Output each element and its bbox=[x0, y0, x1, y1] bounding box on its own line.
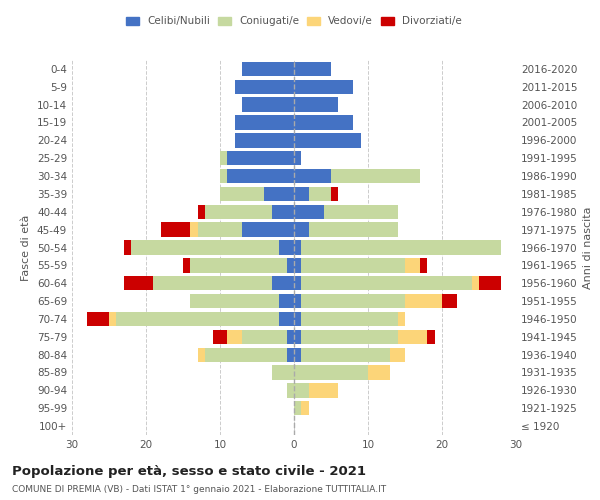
Bar bbox=[294, 151, 301, 166]
Bar bbox=[472, 276, 479, 290]
Bar bbox=[198, 204, 205, 219]
Bar bbox=[220, 151, 227, 166]
Legend: Celibi/Nubili, Coniugati/e, Vedovi/e, Divorziati/e: Celibi/Nubili, Coniugati/e, Vedovi/e, Di… bbox=[126, 16, 462, 26]
Bar bbox=[131, 240, 279, 254]
Bar bbox=[212, 330, 227, 344]
Bar bbox=[220, 169, 227, 183]
Bar bbox=[87, 312, 109, 326]
Bar bbox=[227, 169, 294, 183]
Bar bbox=[301, 330, 398, 344]
Bar bbox=[301, 294, 405, 308]
Bar bbox=[301, 276, 472, 290]
Bar bbox=[442, 294, 457, 308]
Bar bbox=[294, 312, 301, 326]
Bar bbox=[220, 187, 265, 201]
Bar bbox=[205, 348, 287, 362]
Bar bbox=[331, 187, 338, 201]
Bar bbox=[405, 258, 420, 272]
Bar bbox=[124, 240, 131, 254]
Bar bbox=[368, 366, 390, 380]
Bar bbox=[294, 258, 301, 272]
Bar bbox=[161, 222, 190, 237]
Bar bbox=[287, 258, 294, 272]
Bar bbox=[301, 401, 309, 415]
Bar bbox=[479, 276, 501, 290]
Bar bbox=[279, 312, 294, 326]
Bar bbox=[301, 240, 501, 254]
Bar bbox=[294, 62, 331, 76]
Bar bbox=[331, 169, 420, 183]
Bar bbox=[109, 312, 116, 326]
Bar bbox=[287, 383, 294, 398]
Y-axis label: Anni di nascita: Anni di nascita bbox=[583, 206, 593, 289]
Bar bbox=[190, 294, 279, 308]
Bar bbox=[190, 222, 198, 237]
Bar bbox=[287, 330, 294, 344]
Bar bbox=[294, 204, 323, 219]
Bar bbox=[265, 187, 294, 201]
Bar bbox=[427, 330, 434, 344]
Bar bbox=[116, 312, 279, 326]
Bar bbox=[279, 294, 294, 308]
Bar bbox=[323, 204, 398, 219]
Bar bbox=[242, 62, 294, 76]
Bar bbox=[279, 240, 294, 254]
Bar bbox=[242, 330, 287, 344]
Bar bbox=[294, 294, 301, 308]
Bar bbox=[294, 240, 301, 254]
Bar bbox=[294, 80, 353, 94]
Bar bbox=[398, 330, 427, 344]
Bar bbox=[272, 366, 294, 380]
Bar bbox=[301, 258, 405, 272]
Bar bbox=[294, 187, 309, 201]
Bar bbox=[301, 312, 398, 326]
Bar bbox=[398, 312, 405, 326]
Bar bbox=[294, 276, 301, 290]
Bar bbox=[301, 348, 390, 362]
Bar bbox=[272, 204, 294, 219]
Bar bbox=[294, 222, 309, 237]
Bar bbox=[294, 98, 338, 112]
Bar bbox=[242, 222, 294, 237]
Bar bbox=[287, 348, 294, 362]
Bar bbox=[242, 98, 294, 112]
Bar bbox=[272, 276, 294, 290]
Y-axis label: Fasce di età: Fasce di età bbox=[22, 214, 31, 280]
Bar bbox=[227, 330, 242, 344]
Bar bbox=[294, 116, 353, 130]
Bar bbox=[294, 366, 368, 380]
Bar bbox=[294, 133, 361, 148]
Bar bbox=[227, 151, 294, 166]
Bar bbox=[309, 187, 331, 201]
Bar bbox=[309, 222, 398, 237]
Bar bbox=[124, 276, 154, 290]
Bar bbox=[235, 133, 294, 148]
Bar bbox=[294, 330, 301, 344]
Text: COMUNE DI PREMIA (VB) - Dati ISTAT 1° gennaio 2021 - Elaborazione TUTTITALIA.IT: COMUNE DI PREMIA (VB) - Dati ISTAT 1° ge… bbox=[12, 485, 386, 494]
Bar bbox=[309, 383, 338, 398]
Bar bbox=[420, 258, 427, 272]
Text: Popolazione per età, sesso e stato civile - 2021: Popolazione per età, sesso e stato civil… bbox=[12, 465, 366, 478]
Bar bbox=[154, 276, 272, 290]
Bar bbox=[205, 204, 272, 219]
Bar bbox=[198, 348, 205, 362]
Bar bbox=[405, 294, 442, 308]
Bar bbox=[190, 258, 287, 272]
Bar bbox=[198, 222, 242, 237]
Bar bbox=[294, 401, 301, 415]
Bar bbox=[294, 383, 309, 398]
Bar bbox=[390, 348, 405, 362]
Bar bbox=[183, 258, 190, 272]
Bar bbox=[294, 169, 331, 183]
Bar bbox=[235, 116, 294, 130]
Bar bbox=[235, 80, 294, 94]
Bar bbox=[294, 348, 301, 362]
